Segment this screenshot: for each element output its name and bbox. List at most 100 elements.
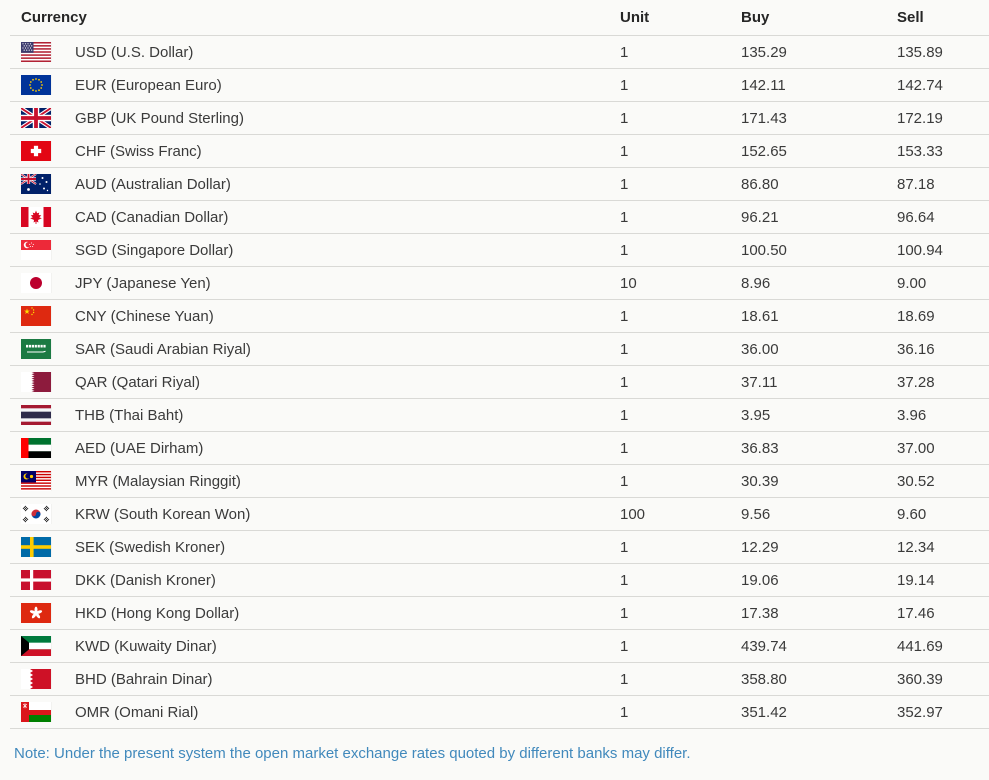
currency-cell: CAD (Canadian Dollar) [21, 207, 620, 227]
unit-value: 1 [620, 703, 629, 721]
currency-cell: SAR (Saudi Arabian Riyal) [21, 339, 620, 359]
currency-cell: KRW (South Korean Won) [21, 504, 620, 524]
currency-label: HKD (Hong Kong Dollar) [75, 604, 240, 622]
unit-value: 1 [620, 241, 629, 259]
uk-flag-icon [21, 108, 51, 128]
sell-value: 172.19 [897, 109, 943, 127]
unit-value: 1 [620, 604, 629, 622]
kr-flag-icon [21, 504, 51, 524]
om-flag-icon [21, 702, 51, 722]
buy-value: 135.29 [741, 43, 787, 61]
table-header-row: Currency Unit Buy Sell [10, 0, 989, 36]
currency-cell: KWD (Kuwaity Dinar) [21, 636, 620, 656]
table-row: CNY (Chinese Yuan) 1 18.61 18.69 [10, 300, 989, 333]
unit-value: 10 [620, 274, 637, 292]
qa-flag-icon [21, 372, 51, 392]
currency-label: USD (U.S. Dollar) [75, 43, 194, 61]
buy-value: 86.80 [741, 175, 779, 193]
unit-value: 1 [620, 439, 629, 457]
unit-value: 1 [620, 76, 629, 94]
unit-value: 1 [620, 373, 629, 391]
table-row: BHD (Bahrain Dinar) 1 358.80 360.39 [10, 663, 989, 696]
currency-cell: SEK (Swedish Kroner) [21, 537, 620, 557]
currency-label: AED (UAE Dirham) [75, 439, 204, 457]
sg-flag-icon [21, 240, 51, 260]
currency-label: MYR (Malaysian Ringgit) [75, 472, 241, 490]
currency-label: THB (Thai Baht) [75, 406, 184, 424]
sell-value: 12.34 [897, 538, 935, 556]
currency-cell: HKD (Hong Kong Dollar) [21, 603, 620, 623]
currency-label: JPY (Japanese Yen) [75, 274, 211, 292]
column-header-sell: Sell [897, 9, 924, 26]
currency-cell: AUD (Australian Dollar) [21, 174, 620, 194]
currency-cell: SGD (Singapore Dollar) [21, 240, 620, 260]
buy-value: 18.61 [741, 307, 779, 325]
currency-label: DKK (Danish Kroner) [75, 571, 216, 589]
unit-value: 1 [620, 109, 629, 127]
eu-flag-icon [21, 75, 51, 95]
unit-value: 1 [620, 538, 629, 556]
currency-cell: BHD (Bahrain Dinar) [21, 669, 620, 689]
th-flag-icon [21, 405, 51, 425]
currency-cell: GBP (UK Pound Sterling) [21, 108, 620, 128]
unit-value: 1 [620, 637, 629, 655]
unit-value: 1 [620, 406, 629, 424]
hk-flag-icon [21, 603, 51, 623]
buy-value: 96.21 [741, 208, 779, 226]
sell-value: 30.52 [897, 472, 935, 490]
buy-value: 36.83 [741, 439, 779, 457]
currency-cell: CHF (Swiss Franc) [21, 141, 620, 161]
sell-value: 9.60 [897, 505, 927, 523]
table-row: MYR (Malaysian Ringgit) 1 30.39 30.52 [10, 465, 989, 498]
table-row: KWD (Kuwaity Dinar) 1 439.74 441.69 [10, 630, 989, 663]
table-row: DKK (Danish Kroner) 1 19.06 19.14 [10, 564, 989, 597]
my-flag-icon [21, 471, 51, 491]
sell-value: 135.89 [897, 43, 943, 61]
currency-label: SEK (Swedish Kroner) [75, 538, 226, 556]
sell-value: 19.14 [897, 571, 935, 589]
buy-value: 358.80 [741, 670, 787, 688]
sell-value: 3.96 [897, 406, 927, 424]
currency-label: OMR (Omani Rial) [75, 703, 199, 721]
unit-value: 1 [620, 571, 629, 589]
unit-value: 1 [620, 43, 629, 61]
table-row: GBP (UK Pound Sterling) 1 171.43 172.19 [10, 102, 989, 135]
footnote: Note: Under the present system the open … [14, 745, 691, 762]
sell-value: 153.33 [897, 142, 943, 160]
sell-value: 36.16 [897, 340, 935, 358]
table-row: AUD (Australian Dollar) 1 86.80 87.18 [10, 168, 989, 201]
cn-flag-icon [21, 306, 51, 326]
currency-cell: THB (Thai Baht) [21, 405, 620, 425]
buy-value: 152.65 [741, 142, 787, 160]
buy-value: 37.11 [741, 373, 778, 391]
unit-value: 1 [620, 307, 629, 325]
bh-flag-icon [21, 669, 51, 689]
buy-value: 19.06 [741, 571, 779, 589]
jp-flag-icon [21, 273, 51, 293]
column-header-currency: Currency [21, 9, 87, 26]
buy-value: 100.50 [741, 241, 787, 259]
sell-value: 37.28 [897, 373, 935, 391]
sell-value: 96.64 [897, 208, 935, 226]
se-flag-icon [21, 537, 51, 557]
currency-cell: MYR (Malaysian Ringgit) [21, 471, 620, 491]
table-row: EUR (European Euro) 1 142.11 142.74 [10, 69, 989, 102]
currency-label: SAR (Saudi Arabian Riyal) [75, 340, 251, 358]
buy-value: 351.42 [741, 703, 787, 721]
dk-flag-icon [21, 570, 51, 590]
sell-value: 441.69 [897, 637, 943, 655]
column-header-buy: Buy [741, 9, 770, 26]
currency-cell: DKK (Danish Kroner) [21, 570, 620, 590]
sell-value: 142.74 [897, 76, 943, 94]
sell-value: 37.00 [897, 439, 935, 457]
currency-label: QAR (Qatari Riyal) [75, 373, 201, 391]
buy-value: 17.38 [741, 604, 779, 622]
table-row: HKD (Hong Kong Dollar) 1 17.38 17.46 [10, 597, 989, 630]
table-row: SGD (Singapore Dollar) 1 100.50 100.94 [10, 234, 989, 267]
ae-flag-icon [21, 438, 51, 458]
currency-cell: JPY (Japanese Yen) [21, 273, 620, 293]
sa-flag-icon [21, 339, 51, 359]
currency-exchange-table: Currency Unit Buy Sell USD (U.S. Dollar)… [10, 0, 989, 729]
table-row: SEK (Swedish Kroner) 1 12.29 12.34 [10, 531, 989, 564]
buy-value: 9.56 [741, 505, 771, 523]
